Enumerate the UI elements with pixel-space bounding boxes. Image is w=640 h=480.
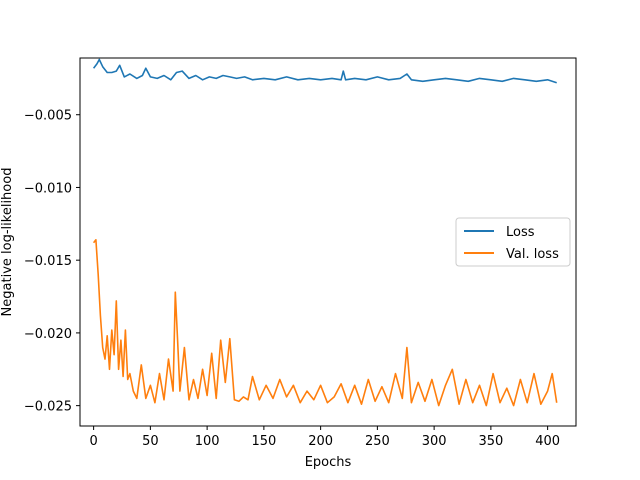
series-line-val-loss xyxy=(92,239,558,407)
x-tick-label: 150 xyxy=(251,434,276,449)
x-axis-label: Epochs xyxy=(305,455,352,470)
y-tick-label: −0.010 xyxy=(24,181,72,196)
x-axis: 0 50 100 150 200 250 300 350 400 xyxy=(89,426,560,449)
x-tick-label: 100 xyxy=(195,434,220,449)
y-tick-label: −0.005 xyxy=(24,109,72,124)
plot-frame xyxy=(79,57,577,427)
y-tick-label: −0.020 xyxy=(24,327,72,342)
legend: Loss Val. loss xyxy=(455,217,571,267)
x-tick-label: 50 xyxy=(142,434,159,449)
x-tick-label: 300 xyxy=(422,434,447,449)
legend-label-val-loss: Val. loss xyxy=(506,247,559,262)
series-line-loss xyxy=(92,58,557,84)
legend-label-loss: Loss xyxy=(506,225,535,240)
x-tick-label: 350 xyxy=(478,434,503,449)
x-tick-label: 400 xyxy=(535,434,560,449)
x-tick-label: 0 xyxy=(89,434,97,449)
y-tick-label: −0.025 xyxy=(24,400,72,415)
y-axis-label: Negative log-likelihood xyxy=(0,168,15,317)
x-tick-label: 200 xyxy=(308,434,333,449)
y-axis: −0.025 −0.020 −0.015 −0.010 −0.005 xyxy=(24,109,80,415)
series-layer xyxy=(92,58,558,407)
x-tick-label: 250 xyxy=(365,434,390,449)
y-tick-label: −0.015 xyxy=(24,254,72,269)
